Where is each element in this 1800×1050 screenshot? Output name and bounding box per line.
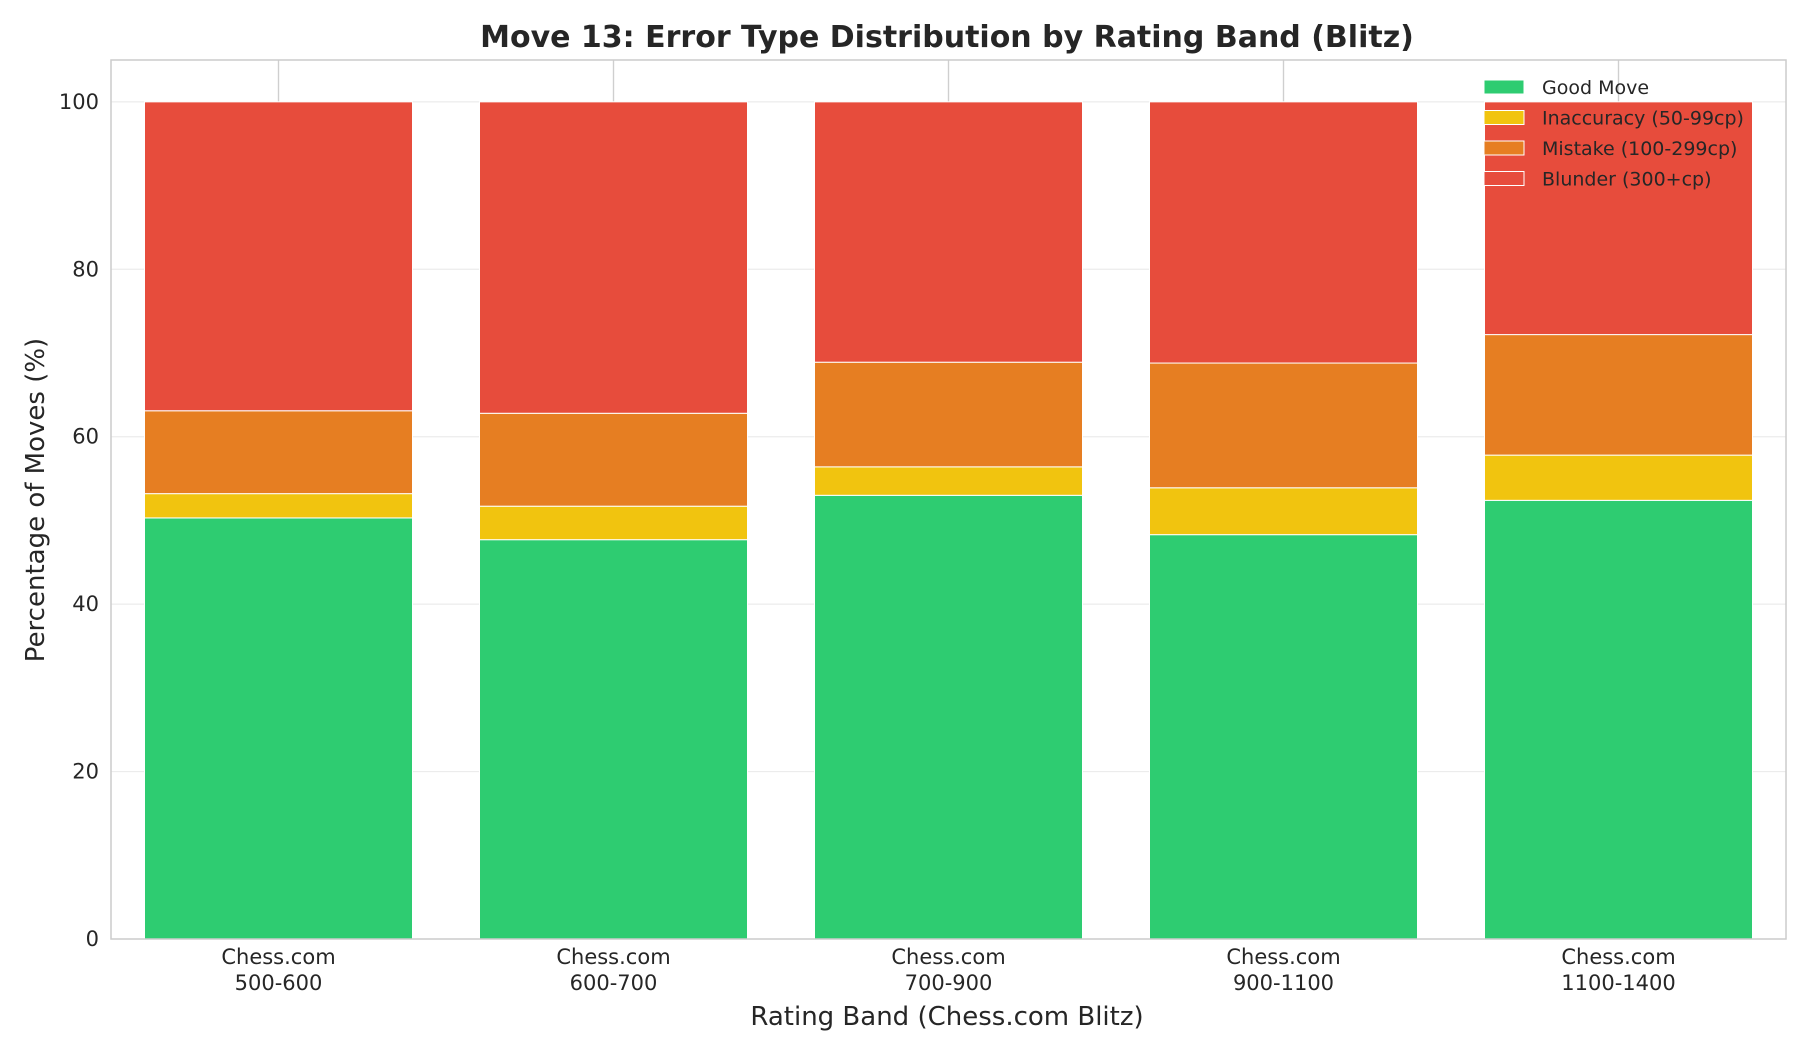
- x-tick-label: Chess.com: [556, 945, 670, 969]
- x-axis-label: Rating Band (Chess.com Blitz): [750, 1002, 1143, 1032]
- legend-swatch: [1483, 171, 1525, 186]
- y-tick-label: 0: [86, 927, 99, 951]
- x-tick-label: Chess.com: [1561, 945, 1675, 969]
- y-axis-label: Percentage of Moves (%): [21, 338, 51, 662]
- x-tick-label: 900-1100: [1233, 971, 1334, 995]
- bar-segment-inaccuracy: [1484, 454, 1753, 501]
- legend-label: Inaccuracy (50-99cp): [1542, 108, 1744, 130]
- bar-segment-mistake: [1484, 334, 1753, 456]
- bar-segment-blunder: [1149, 101, 1418, 364]
- bar-segment-mistake: [814, 361, 1083, 468]
- plot-area: 020406080100Chess.com500-600Chess.com600…: [59, 59, 1787, 995]
- bar-segment-mistake: [479, 412, 748, 507]
- legend: Good Move Inaccuracy (50-99cp) Mistake (10…: [1483, 77, 1744, 191]
- bar-segment-mistake: [1149, 362, 1418, 489]
- bar-segment-good: [1484, 499, 1753, 940]
- bar-segment-good: [1149, 534, 1418, 940]
- x-tick-label: 1100-1400: [1561, 971, 1675, 995]
- bar-segment-blunder: [479, 101, 748, 414]
- bar-segment-inaccuracy: [144, 493, 413, 519]
- bar-segment-blunder: [814, 101, 1083, 363]
- y-tick-label: 40: [72, 592, 99, 616]
- y-tick-label: 60: [72, 425, 99, 449]
- bar-segment-inaccuracy: [1149, 487, 1418, 536]
- plot-frame: [110, 59, 1787, 940]
- bar-segment-good: [144, 517, 413, 940]
- legend-label: Mistake (100-299cp): [1542, 138, 1737, 160]
- chart-title: Move 13: Error Type Distribution by Rati…: [480, 20, 1414, 55]
- y-tick-label: 20: [72, 760, 99, 784]
- x-tick-label: 500-600: [235, 971, 323, 995]
- x-tick-label: Chess.com: [1226, 945, 1340, 969]
- legend-swatch: [1483, 110, 1525, 125]
- bar-segment-mistake: [144, 410, 413, 495]
- x-tick-label: 700-900: [905, 971, 993, 995]
- bar-segment-blunder: [1484, 101, 1753, 336]
- x-tick-label: 600-700: [570, 971, 658, 995]
- legend-label: Good Move: [1542, 77, 1649, 99]
- legend-label: Blunder (300+cp): [1542, 169, 1712, 191]
- bar-segment-inaccuracy: [814, 466, 1083, 496]
- bar-segment-good: [814, 494, 1083, 940]
- bar-segment-good: [479, 539, 748, 940]
- legend-swatch: [1483, 140, 1525, 156]
- x-tick-label: Chess.com: [891, 945, 1005, 969]
- bar-segment-blunder: [144, 101, 413, 412]
- y-tick-label: 80: [72, 257, 99, 281]
- legend-swatch: [1483, 79, 1525, 95]
- y-tick-label: 100: [59, 90, 99, 114]
- bar-segment-inaccuracy: [479, 505, 748, 541]
- x-tick-label: Chess.com: [221, 945, 335, 969]
